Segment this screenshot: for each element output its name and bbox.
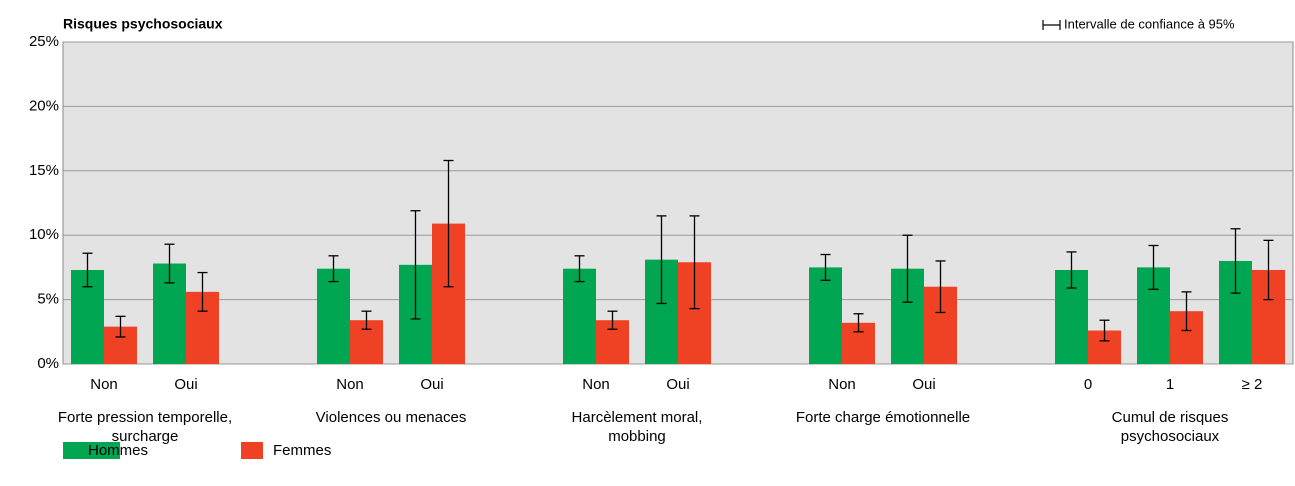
error-bar — [656, 215, 667, 305]
legend-label: Hommes — [88, 442, 148, 459]
x-tick-label: Oui — [666, 376, 689, 393]
error-bar — [820, 253, 831, 281]
error-bar — [574, 255, 585, 283]
y-tick-label: 25% — [29, 33, 59, 50]
x-tick-label: Non — [90, 376, 118, 393]
legend-swatch — [63, 442, 120, 459]
error-bar — [902, 234, 913, 303]
error-bar — [1066, 251, 1077, 289]
bar — [809, 267, 842, 364]
error-bar — [115, 315, 126, 338]
legend-swatch — [241, 442, 263, 459]
error-bar — [935, 260, 946, 314]
x-tick-label: Oui — [420, 376, 443, 393]
x-tick-label: Non — [828, 376, 856, 393]
error-bar — [328, 255, 339, 283]
bar — [563, 268, 596, 364]
error-bar — [443, 159, 454, 288]
error-bar — [1181, 291, 1192, 332]
error-bar — [410, 210, 421, 320]
error-bar — [361, 310, 372, 330]
x-tick-label: 1 — [1166, 376, 1174, 393]
ci-legend-icon — [1042, 20, 1061, 30]
group-label: Forte charge émotionnelle — [795, 409, 971, 426]
x-tick-label: ≥ 2 — [1242, 376, 1263, 393]
error-bar — [82, 252, 93, 288]
chart-title: Risques psychosociaux — [63, 16, 223, 32]
y-tick-label: 20% — [29, 97, 59, 114]
ci-legend-label: Intervalle de confiance à 95% — [1064, 16, 1235, 31]
x-tick-label: Non — [336, 376, 364, 393]
error-bar — [607, 310, 618, 330]
error-bar — [1230, 228, 1241, 294]
error-bar — [197, 271, 208, 312]
error-bar — [689, 215, 700, 310]
group-label: Harcèlement moral, mobbing — [571, 409, 703, 445]
group-label: Forte pression temporelle, surcharge — [57, 409, 233, 445]
error-bar — [1148, 244, 1159, 290]
y-tick-label: 0% — [37, 355, 59, 372]
x-tick-label: Oui — [174, 376, 197, 393]
y-tick-label: 10% — [29, 226, 59, 243]
group-label: Violences ou menaces — [315, 409, 467, 426]
y-tick-label: 15% — [29, 162, 59, 179]
error-bar — [853, 313, 864, 333]
x-tick-label: Non — [582, 376, 610, 393]
legend-label: Femmes — [273, 442, 331, 459]
error-bar — [164, 243, 175, 284]
error-bar — [1263, 239, 1274, 301]
x-tick-label: 0 — [1084, 376, 1092, 393]
error-bar — [1099, 319, 1110, 342]
group-label: Cumul de risques psychosociaux — [1111, 409, 1229, 445]
bar — [317, 268, 350, 364]
y-tick-label: 5% — [37, 291, 59, 308]
x-tick-label: Oui — [912, 376, 935, 393]
